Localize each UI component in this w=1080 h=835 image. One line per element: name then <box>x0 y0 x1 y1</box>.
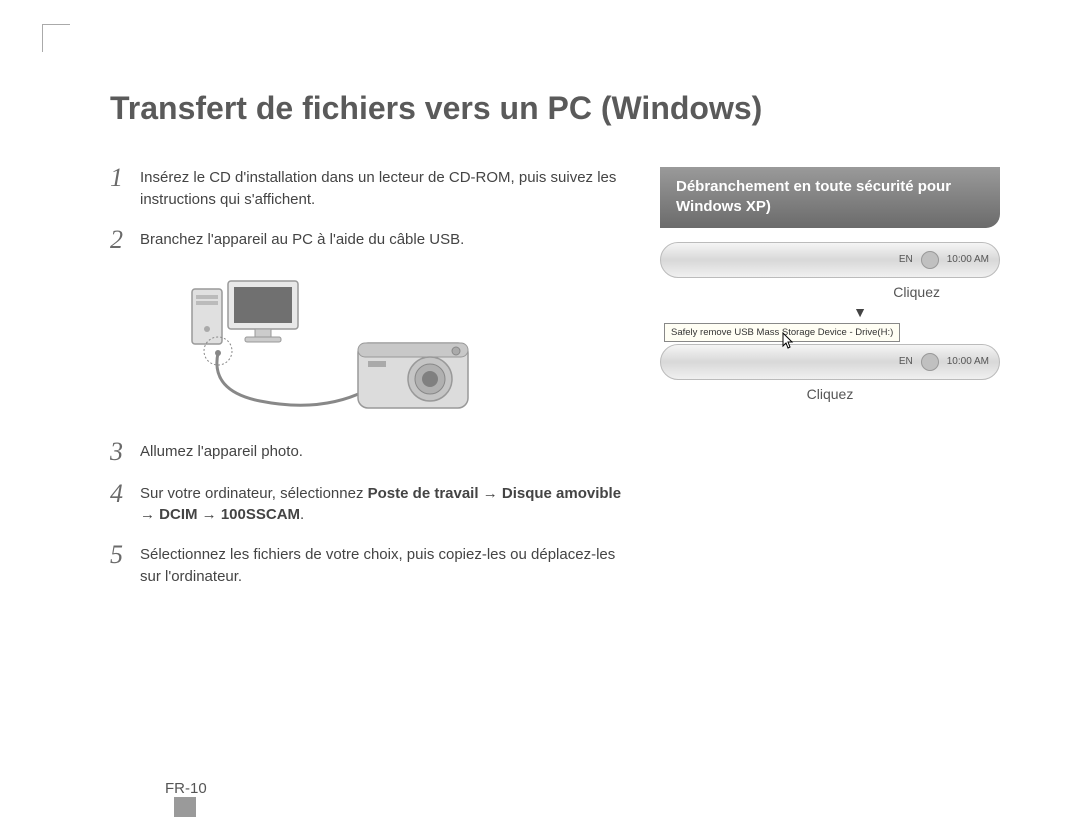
step-1: 1 Insérez le CD d'installation dans un l… <box>110 167 624 211</box>
tray-lang: EN <box>899 254 913 265</box>
step-number: 5 <box>110 542 140 568</box>
step-text: Insérez le CD d'installation dans un lec… <box>140 167 624 211</box>
safely-remove-icon[interactable] <box>921 353 939 371</box>
page-number-bar <box>174 797 196 817</box>
click-label-2: Cliquez <box>660 386 1000 402</box>
manual-page: Transfert de fichiers vers un PC (Window… <box>0 0 1080 646</box>
steps-column: 1 Insérez le CD d'installation dans un l… <box>110 167 624 606</box>
step-text: Allumez l'appareil photo. <box>140 441 303 463</box>
taskbar: EN 10:00 AM <box>660 242 1000 278</box>
taskbar-illustration-2: Safely remove USB Mass Storage Device - … <box>660 322 1000 402</box>
crop-mark <box>42 24 70 52</box>
tray-time: 10:00 AM <box>947 356 989 367</box>
safely-remove-icon[interactable] <box>921 251 939 269</box>
step-5: 5 Sélectionnez les fichiers de votre cho… <box>110 544 624 588</box>
tray-time: 10:00 AM <box>947 254 989 265</box>
callout-header: Débranchement en toute sécurité pour Win… <box>660 167 1000 228</box>
step4-pre: Sur votre ordinateur, sélectionnez <box>140 485 368 502</box>
step-number: 3 <box>110 439 140 465</box>
step-4: 4 Sur votre ordinateur, sélectionnez Pos… <box>110 483 624 527</box>
step-number: 1 <box>110 165 140 191</box>
step4-post: . <box>300 506 304 523</box>
step-text: Branchez l'appareil au PC à l'aide du câ… <box>140 229 464 251</box>
camera-pc-illustration <box>140 271 500 421</box>
step-text: Sélectionnez les fichiers de votre choix… <box>140 544 624 588</box>
taskbar: EN 10:00 AM <box>660 344 1000 380</box>
step-3: 3 Allumez l'appareil photo. <box>110 441 624 465</box>
page-number: FR-10 <box>165 780 207 797</box>
callout-column: Débranchement en toute sécurité pour Win… <box>660 167 1000 606</box>
step-2: 2 Branchez l'appareil au PC à l'aide du … <box>110 229 624 253</box>
tray-lang: EN <box>899 356 913 367</box>
step-number: 2 <box>110 227 140 253</box>
taskbar-illustration-1: EN 10:00 AM Cliquez <box>660 242 1000 300</box>
content-columns: 1 Insérez le CD d'installation dans un l… <box>110 167 1000 606</box>
page-title: Transfert de fichiers vers un PC (Window… <box>110 90 1000 127</box>
cursor-icon <box>782 332 796 350</box>
click-label-1: Cliquez <box>660 284 1000 300</box>
step-number: 4 <box>110 481 140 507</box>
arrow-down-icon: ▼ <box>660 304 1000 320</box>
step-text: Sur votre ordinateur, sélectionnez Poste… <box>140 483 624 527</box>
